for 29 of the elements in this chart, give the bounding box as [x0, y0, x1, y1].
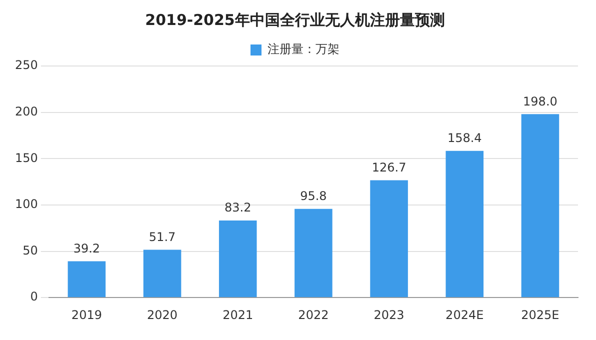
x-tick-label: 2023 — [374, 308, 404, 322]
bar — [521, 114, 560, 298]
text: 158.4 — [447, 130, 482, 145]
bar — [294, 208, 332, 298]
text: 83.2 — [224, 200, 252, 215]
text: 39.2 — [73, 241, 100, 256]
chart-title: 2019-2025年中国全行业无人机注册量预测 — [145, 10, 445, 29]
bar — [143, 250, 182, 298]
bar — [446, 150, 484, 298]
x-tick-label: 2025E — [521, 308, 560, 322]
x-tick-label: 2019 — [71, 308, 102, 322]
bar — [68, 261, 106, 298]
y-tick-label: 100 — [15, 197, 38, 212]
x-tick-label: 2022 — [298, 308, 329, 322]
bar — [218, 220, 257, 298]
y-tick-label: 150 — [15, 150, 38, 165]
x-tick-label: 2020 — [147, 308, 178, 322]
text: 95.8 — [300, 188, 327, 203]
y-tick-label: 50 — [22, 243, 38, 258]
legend-label: 注册量：万架 — [268, 42, 340, 56]
bar — [370, 180, 408, 298]
y-tick-label: 0 — [30, 290, 38, 304]
x-tick-label: 2021 — [222, 308, 254, 322]
x-tick-label: 2024E — [446, 308, 484, 322]
text: 198.0 — [523, 94, 558, 108]
text: 51.7 — [148, 230, 176, 244]
text: 126.7 — [372, 160, 406, 174]
y-tick-label: 200 — [15, 104, 38, 118]
y-tick-label: 250 — [15, 58, 38, 72]
